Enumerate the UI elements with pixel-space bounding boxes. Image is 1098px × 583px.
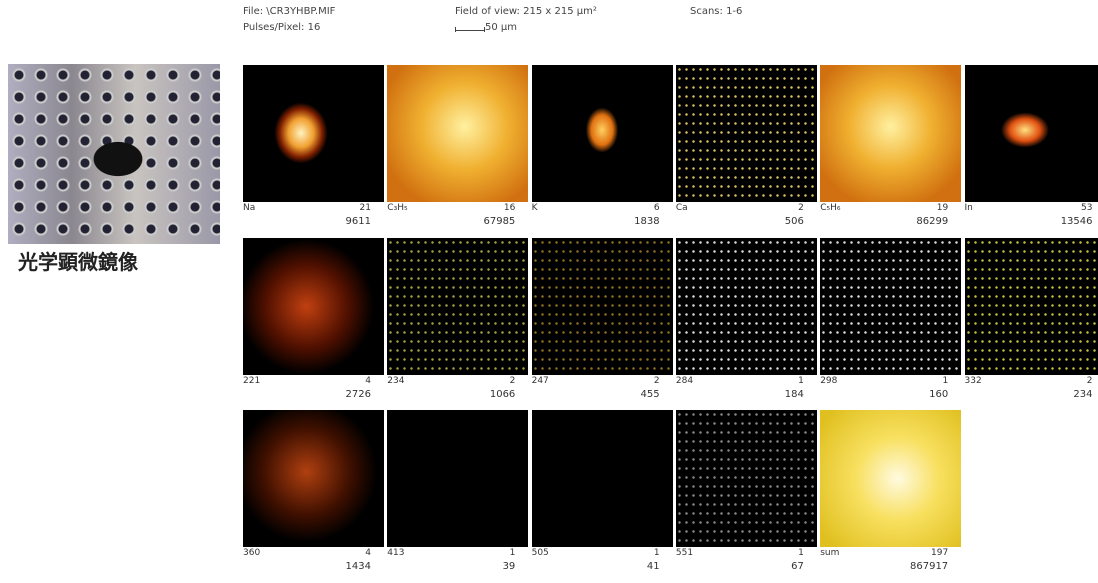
- max-count: 197: [820, 548, 948, 558]
- total-count: 9611: [243, 216, 371, 227]
- ion-image: [676, 410, 817, 547]
- scale-bar-label: 50 µm: [485, 22, 517, 33]
- microscope-image: [8, 64, 220, 244]
- microscope-caption: 光学顕微鏡像: [18, 246, 138, 275]
- ion-image: [532, 410, 673, 547]
- total-count: 184: [676, 389, 804, 400]
- max-count: 1: [532, 548, 660, 558]
- total-count: 41: [532, 561, 660, 572]
- max-count: 4: [243, 548, 371, 558]
- max-count: 4: [243, 376, 371, 386]
- max-count: 1: [676, 548, 804, 558]
- ion-image: [387, 238, 528, 375]
- total-count: 67: [676, 561, 804, 572]
- scans: Scans: 1-6: [690, 6, 742, 17]
- ion-image: [532, 238, 673, 375]
- pulses: Pulses/Pixel: 16: [243, 22, 320, 33]
- max-count: 2: [676, 203, 804, 213]
- ion-image: [820, 410, 961, 547]
- total-count: 13546: [965, 216, 1093, 227]
- max-count: 21: [243, 203, 371, 213]
- max-count: 1: [820, 376, 948, 386]
- ion-image: [243, 410, 384, 547]
- max-count: 19: [820, 203, 948, 213]
- ion-image: [676, 65, 817, 202]
- ion-image: [965, 65, 1098, 202]
- ion-image: [243, 65, 384, 202]
- max-count: 2: [387, 376, 515, 386]
- max-count: 2: [965, 376, 1093, 386]
- max-count: 1: [676, 376, 804, 386]
- total-count: 234: [965, 389, 1093, 400]
- ion-image: [820, 65, 961, 202]
- field-of-view: Field of view: 215 x 215 µm²: [455, 6, 597, 17]
- ion-image: [532, 65, 673, 202]
- total-count: 455: [532, 389, 660, 400]
- total-count: 1838: [532, 216, 660, 227]
- ion-image: [676, 238, 817, 375]
- max-count: 1: [387, 548, 515, 558]
- ion-image: [820, 238, 961, 375]
- total-count: 86299: [820, 216, 948, 227]
- max-count: 16: [387, 203, 515, 213]
- ion-image: [387, 65, 528, 202]
- total-count: 1434: [243, 561, 371, 572]
- max-count: 2: [532, 376, 660, 386]
- page: File: \CR3YHBP.MIF Pulses/Pixel: 16 Fiel…: [0, 0, 1098, 583]
- total-count: 39: [387, 561, 515, 572]
- max-count: 6: [532, 203, 660, 213]
- ion-image: [387, 410, 528, 547]
- max-count: 53: [965, 203, 1093, 213]
- ion-image: [965, 238, 1098, 375]
- total-count: 2726: [243, 389, 371, 400]
- file-name: File: \CR3YHBP.MIF: [243, 6, 335, 17]
- scale-bar: [455, 27, 485, 32]
- total-count: 67985: [387, 216, 515, 227]
- ion-image: [243, 238, 384, 375]
- total-count: 867917: [820, 561, 948, 572]
- total-count: 1066: [387, 389, 515, 400]
- total-count: 160: [820, 389, 948, 400]
- total-count: 506: [676, 216, 804, 227]
